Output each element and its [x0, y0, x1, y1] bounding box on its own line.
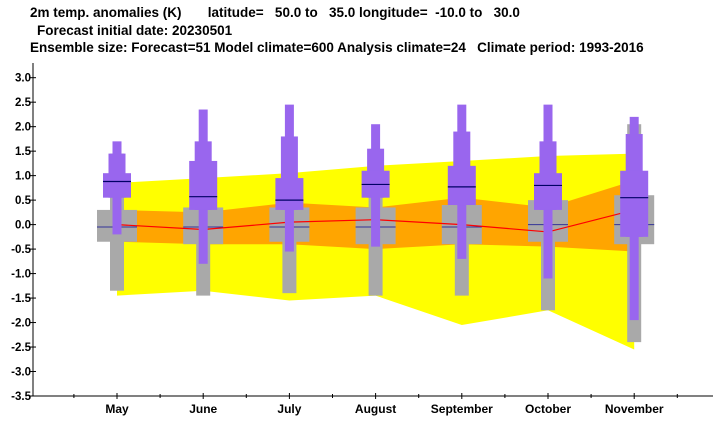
ensemble-info-line: Ensemble size: Forecast=51 Model climate…: [30, 40, 644, 55]
y-tick-label: 1.0: [15, 171, 31, 183]
x-tick-label: May: [105, 402, 129, 416]
forecast-iqr: [620, 170, 649, 237]
x-tick-label: July: [277, 402, 301, 416]
y-tick-label: 2.5: [15, 97, 32, 109]
y-tick-label: 3.0: [15, 73, 31, 85]
forecast-iqr: [534, 173, 562, 210]
forecast-box-may: [103, 141, 131, 235]
forecast-layer: [103, 104, 649, 321]
forecast-box-september: [447, 104, 476, 259]
y-tick-label: 0.0: [15, 220, 31, 232]
axes-layer: 3.0 2.5 2.0 1.5 1.0 0.5 0.0 -0.5 -1.0 -1.5 -2.0 -2.…: [11, 63, 713, 416]
x-tick-label: November: [605, 402, 664, 416]
forecast-box-june: [189, 109, 218, 264]
x-tick-label: August: [355, 402, 396, 416]
forecast-iqr: [103, 173, 131, 198]
forecast-box-august: [361, 124, 390, 247]
forecast-box-november: [620, 116, 649, 321]
y-tick-label: -3.5: [11, 391, 31, 403]
forecast-iqr: [189, 160, 218, 210]
chart-title: 2m temp. anomalies (K) latitude= 50.0 to…: [30, 5, 520, 20]
y-tick-label: 1.5: [15, 146, 32, 158]
y-tick-label: -2.5: [11, 342, 31, 354]
y-tick-label: -2.0: [11, 318, 31, 330]
y-tick-label: 2.0: [15, 122, 31, 134]
y-tick-label: -1.0: [11, 269, 31, 281]
x-tick-label: June: [189, 402, 217, 416]
forecast-date-line: Forecast initial date: 20230501: [37, 23, 233, 38]
x-tick-label: September: [431, 402, 493, 416]
forecast-box-july: [275, 104, 304, 252]
x-tick-label: October: [525, 402, 571, 416]
y-tick-label: -1.5: [11, 293, 31, 305]
forecast-iqr: [275, 178, 304, 210]
y-tick-label: -0.5: [11, 244, 31, 256]
forecast-box-october: [534, 104, 562, 279]
y-tick-label: 0.5: [15, 195, 32, 207]
forecast-iqr: [447, 165, 476, 206]
y-tick-label: -3.0: [11, 367, 31, 379]
